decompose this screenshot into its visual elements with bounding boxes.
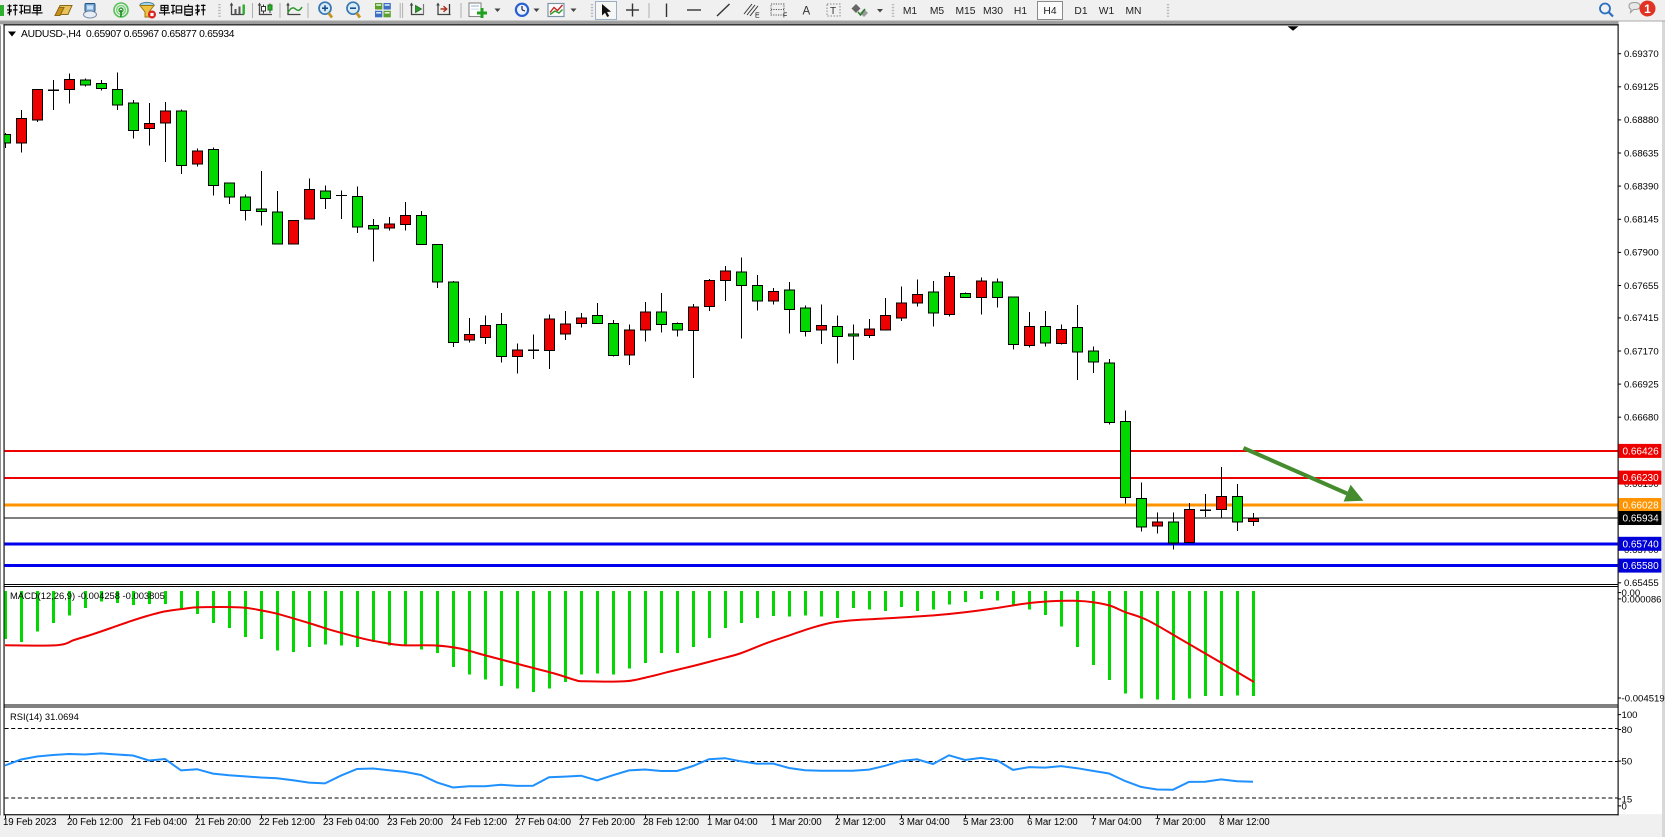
svg-text:M30: M30 — [983, 6, 1003, 17]
svg-text:-0.004519: -0.004519 — [1622, 694, 1665, 705]
svg-text:T: T — [830, 6, 836, 17]
svg-text:5 Mar 23:00: 5 Mar 23:00 — [963, 817, 1014, 828]
svg-text:0.65455: 0.65455 — [1624, 578, 1659, 589]
svg-text:D1: D1 — [1074, 6, 1087, 17]
svg-text:0.68880: 0.68880 — [1624, 115, 1659, 126]
svg-text:21 Feb 04:00: 21 Feb 04:00 — [131, 817, 188, 828]
svg-text:0.66680: 0.66680 — [1624, 413, 1659, 424]
svg-text:19 Feb 2023: 19 Feb 2023 — [3, 817, 56, 828]
svg-text:0.67170: 0.67170 — [1624, 346, 1659, 357]
svg-text:50: 50 — [1622, 757, 1633, 768]
svg-text:0.66230: 0.66230 — [1623, 473, 1660, 484]
svg-text:E: E — [755, 13, 760, 20]
svg-text:0.66028: 0.66028 — [1623, 501, 1660, 512]
svg-text:27 Feb 20:00: 27 Feb 20:00 — [579, 817, 636, 828]
svg-text:0.66426: 0.66426 — [1623, 447, 1660, 458]
svg-text:1 Mar 20:00: 1 Mar 20:00 — [771, 817, 822, 828]
svg-text:100: 100 — [1622, 710, 1638, 721]
svg-text:RSI(14) 31.0694: RSI(14) 31.0694 — [10, 711, 79, 722]
svg-text:A: A — [803, 6, 811, 18]
svg-text:0.65740: 0.65740 — [1623, 539, 1660, 550]
svg-text:24 Feb 12:00: 24 Feb 12:00 — [451, 817, 508, 828]
svg-text:23 Feb 04:00: 23 Feb 04:00 — [323, 817, 380, 828]
svg-text:0.66925: 0.66925 — [1624, 379, 1659, 390]
svg-text:23 Feb 20:00: 23 Feb 20:00 — [387, 817, 444, 828]
svg-text:0.67900: 0.67900 — [1624, 248, 1659, 259]
svg-text:20 Feb 12:00: 20 Feb 12:00 — [67, 817, 124, 828]
svg-text:0.65580: 0.65580 — [1623, 561, 1660, 572]
svg-text:MN: MN — [1125, 6, 1141, 17]
svg-text:0.68635: 0.68635 — [1624, 148, 1659, 159]
svg-text:M1: M1 — [903, 6, 918, 17]
svg-text:M5: M5 — [930, 6, 945, 17]
svg-text:0.67655: 0.67655 — [1624, 281, 1659, 292]
svg-text:7 Mar 20:00: 7 Mar 20:00 — [1155, 817, 1206, 828]
svg-text:0.000086: 0.000086 — [1622, 594, 1662, 605]
svg-text:7 Mar 04:00: 7 Mar 04:00 — [1091, 817, 1142, 828]
svg-text:0.69370: 0.69370 — [1624, 49, 1659, 60]
svg-text:2 Mar 12:00: 2 Mar 12:00 — [835, 817, 886, 828]
svg-text:0.68390: 0.68390 — [1624, 181, 1659, 192]
svg-text:MACD(12,26,9) -0.004258 -0.003: MACD(12,26,9) -0.004258 -0.003805 — [10, 590, 165, 601]
svg-text:H1: H1 — [1014, 6, 1027, 17]
svg-text:80: 80 — [1622, 725, 1633, 736]
svg-text:22 Feb 12:00: 22 Feb 12:00 — [259, 817, 316, 828]
svg-text:H4: H4 — [1043, 6, 1056, 17]
svg-text:27 Feb 04:00: 27 Feb 04:00 — [515, 817, 572, 828]
svg-text:W1: W1 — [1099, 6, 1115, 17]
svg-text:1: 1 — [1644, 2, 1651, 16]
svg-text:0.69125: 0.69125 — [1624, 82, 1659, 93]
svg-text:21 Feb 20:00: 21 Feb 20:00 — [195, 817, 252, 828]
svg-text:3 Mar 04:00: 3 Mar 04:00 — [899, 817, 950, 828]
svg-text:6 Mar 12:00: 6 Mar 12:00 — [1027, 817, 1078, 828]
svg-text:0.67415: 0.67415 — [1624, 313, 1659, 324]
svg-text:M15: M15 — [955, 6, 975, 17]
svg-text:0.68145: 0.68145 — [1624, 215, 1659, 226]
svg-text:AUDUSD-,H4 0.65907 0.65967 0.: AUDUSD-,H4 0.65907 0.65967 0.65877 0.659… — [21, 29, 235, 40]
svg-text:0: 0 — [1622, 801, 1627, 812]
svg-text:F: F — [783, 13, 787, 20]
svg-text:0.65934: 0.65934 — [1623, 514, 1660, 525]
svg-text:1 Mar 04:00: 1 Mar 04:00 — [707, 817, 758, 828]
svg-text:8 Mar 12:00: 8 Mar 12:00 — [1219, 817, 1270, 828]
svg-text:28 Feb 12:00: 28 Feb 12:00 — [643, 817, 700, 828]
svg-text:15: 15 — [1622, 794, 1633, 805]
svg-text:0.00: 0.00 — [1622, 588, 1641, 599]
